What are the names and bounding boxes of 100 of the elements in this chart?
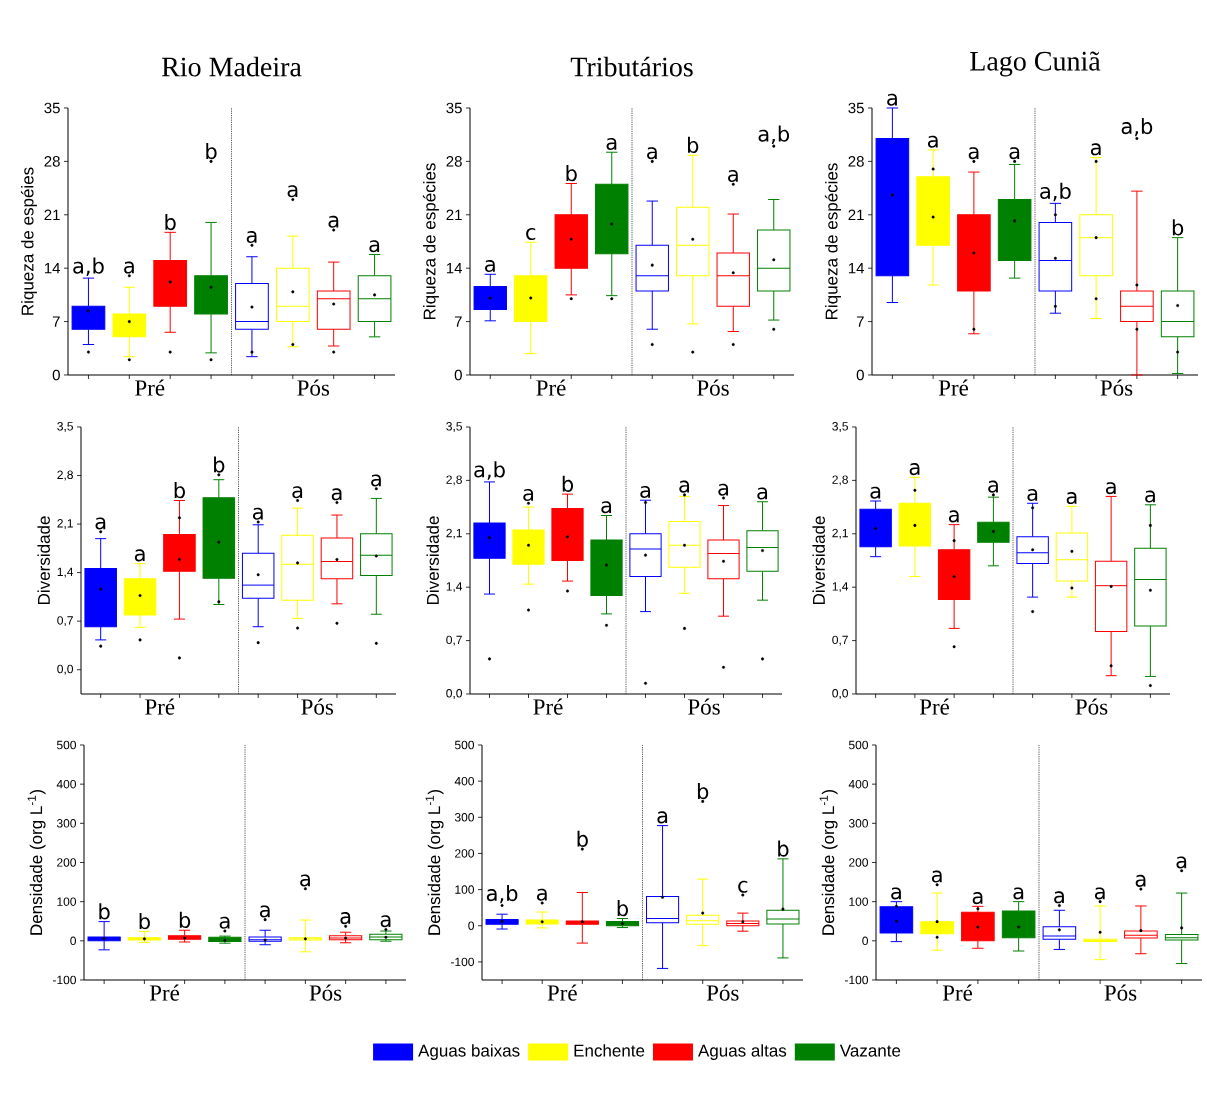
y-tick-label: 500 — [454, 740, 475, 750]
y-tick-label: 0,0 — [57, 664, 74, 675]
x-tick-label: Pré — [149, 984, 180, 1001]
x-tick-label: Pré — [938, 379, 969, 396]
text: a — [485, 260, 495, 273]
y-tick-label: 200 — [455, 849, 475, 858]
y-tick-label: 1,4 — [446, 582, 463, 593]
text: a — [718, 483, 729, 496]
y-tick-label: 14 — [446, 263, 463, 274]
text: a — [253, 507, 263, 520]
text: b — [99, 903, 110, 920]
x-tick-label: Pré — [919, 698, 950, 715]
text: a — [927, 135, 938, 148]
y-axis-title: Diversidade — [812, 516, 825, 604]
y-tick-label: 3,5 — [446, 422, 462, 432]
y-tick-label: 7 — [52, 316, 60, 327]
text: b — [566, 165, 577, 182]
x-tick-label: Pós — [706, 984, 739, 1001]
text: a — [972, 892, 983, 905]
chart-title: Rio Madeira — [161, 56, 302, 77]
text: a — [606, 137, 617, 151]
text: a — [640, 485, 651, 499]
text: a — [988, 480, 998, 493]
y-tick-label: 21 — [848, 209, 864, 221]
y-tick-label: -100 — [844, 975, 869, 985]
x-tick-label: Pós — [688, 698, 720, 715]
text: b — [179, 911, 191, 929]
y-tick-label: 1,4 — [57, 567, 74, 578]
text: c — [738, 880, 748, 893]
text: a — [1105, 482, 1116, 495]
x-tick-label: Pré — [536, 379, 566, 396]
text: a — [1013, 887, 1024, 900]
y-tick-label: 2,8 — [832, 475, 848, 486]
text: a — [757, 487, 768, 500]
y-tick-label: 1,4 — [832, 582, 849, 593]
text: a,b — [1121, 117, 1153, 137]
x-tick-label: Pré — [145, 698, 175, 715]
text: c — [526, 227, 536, 241]
text: b — [697, 782, 709, 800]
y-tick-label: 0 — [70, 936, 77, 946]
y-tick-label: -100 — [52, 975, 77, 985]
y-tick-label: 0 — [468, 921, 475, 930]
text: a — [891, 887, 901, 900]
text: b — [617, 900, 628, 917]
x-tick-label: Pós — [1100, 379, 1133, 396]
y-tick-label: 200 — [849, 858, 869, 867]
y-tick-label: 21 — [446, 209, 462, 221]
y-tick-label: 300 — [848, 819, 869, 828]
x-tick-label: Pré — [533, 698, 563, 715]
text: a — [948, 510, 959, 523]
text: a — [1176, 856, 1187, 869]
text: a — [657, 811, 668, 824]
y-tick-label: 7 — [454, 316, 462, 327]
y-tick-label: 35 — [446, 102, 462, 114]
legend-label: Aguas baixas — [418, 1044, 520, 1061]
text: a — [287, 185, 298, 198]
text: a — [1145, 490, 1155, 503]
y-axis-title: Riqueza de espécies — [824, 163, 841, 319]
text: b — [562, 475, 574, 492]
y-axis-title: Densidade (org L$^{-1}$) — [819, 789, 838, 935]
y-axis-title: Riqueza de espécies — [422, 163, 439, 319]
y-tick-label: 21 — [44, 209, 60, 221]
text: a — [601, 501, 612, 514]
text: a — [300, 874, 310, 887]
text: a — [371, 474, 381, 487]
y-tick-label: 500 — [56, 740, 77, 750]
y-tick-label: 35 — [44, 102, 60, 114]
text: a — [369, 240, 380, 253]
x-tick-label: Pós — [1104, 984, 1137, 1001]
x-tick-label: Pré — [547, 984, 577, 1001]
y-tick-label: 7 — [856, 316, 864, 327]
text: a — [728, 170, 738, 183]
y-tick-label: 2,1 — [57, 519, 73, 530]
text: a — [340, 912, 351, 925]
text: b — [206, 142, 217, 160]
text: a — [328, 215, 339, 228]
text: a — [1054, 891, 1064, 904]
text: a — [331, 488, 342, 501]
y-tick-label: 0,0 — [446, 689, 463, 699]
text: b — [214, 456, 225, 473]
text: a — [523, 489, 534, 502]
text: a,b — [73, 257, 104, 276]
text: a — [1027, 489, 1038, 502]
y-tick-label: 0,7 — [446, 635, 462, 646]
text: a — [380, 915, 391, 928]
chart-title: Tributários — [570, 56, 693, 77]
text: a — [679, 480, 690, 493]
y-tick-label: 14 — [848, 263, 865, 274]
y-tick-label: 0,7 — [832, 635, 848, 646]
y-tick-label: 100 — [849, 897, 869, 906]
text: a — [968, 147, 979, 160]
x-tick-label: Pré — [942, 984, 973, 1001]
text: a,b — [486, 884, 518, 904]
text: a — [134, 549, 145, 562]
y-tick-label: 100 — [455, 885, 475, 894]
x-tick-label: Pré — [135, 379, 165, 396]
x-tick-label: Pós — [309, 984, 342, 1001]
legend-label: Vazante — [839, 1044, 901, 1057]
text: a — [1094, 887, 1105, 900]
y-axis-title: Diversidade — [37, 516, 50, 604]
